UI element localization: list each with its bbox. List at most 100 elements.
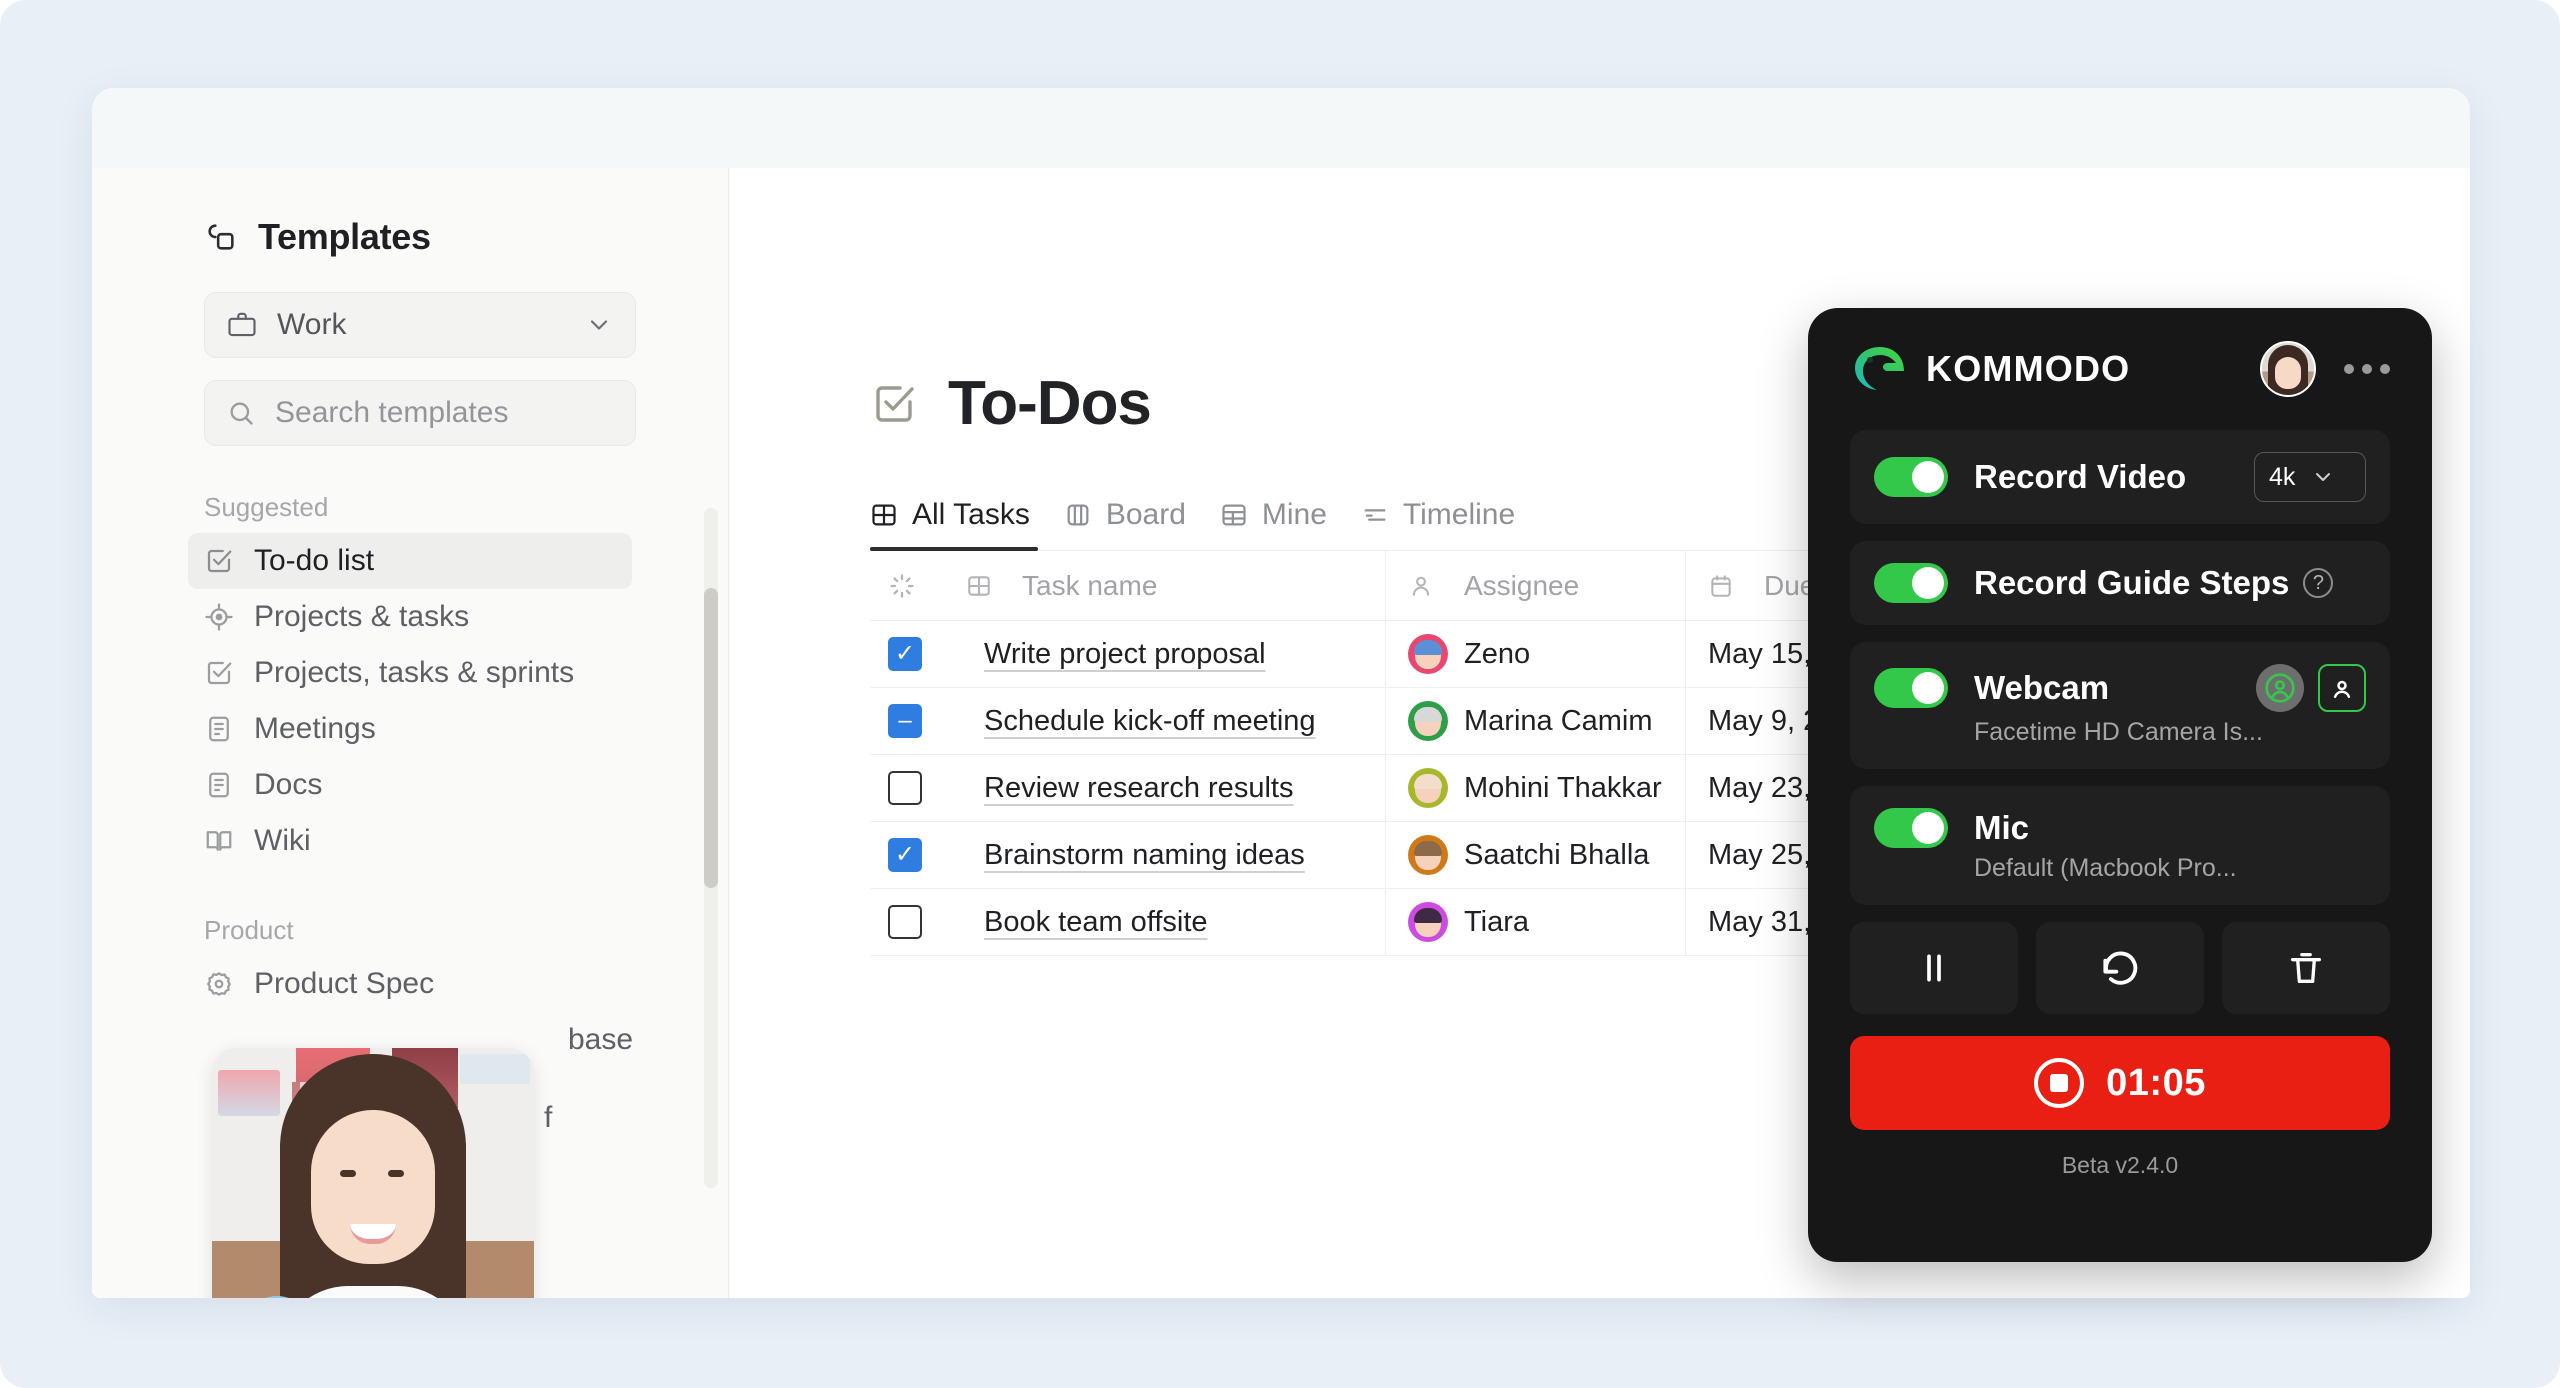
- sidebar-scrollbar-thumb[interactable]: [704, 588, 718, 888]
- setting-label: Record Guide Steps: [1974, 564, 2290, 601]
- row-task-cell[interactable]: Review research results: [966, 755, 1386, 821]
- loading-spinner-icon: [888, 572, 916, 600]
- row-checkbox-cell[interactable]: ✓: [870, 822, 966, 888]
- tab-label: Mine: [1261, 498, 1327, 531]
- recording-timer: 01:05: [2106, 1061, 2206, 1104]
- row-checkbox-cell[interactable]: –: [870, 688, 966, 754]
- tasks-table-header: Task name Assignee Due: [870, 551, 1910, 621]
- row-assignee-cell[interactable]: Mohini Thakkar: [1386, 755, 1686, 821]
- webcam-circle-shape-icon[interactable]: [2256, 664, 2304, 712]
- task-checkbox[interactable]: [888, 771, 922, 805]
- delete-button[interactable]: [2222, 922, 2390, 1014]
- task-checkbox[interactable]: –: [888, 704, 922, 738]
- main-page-title: To-Dos: [948, 369, 1152, 438]
- mic-toggle[interactable]: [1874, 808, 1948, 848]
- table-row[interactable]: Review research results Mohini Thakkar M…: [870, 755, 1910, 822]
- tasks-table: Task name Assignee Due: [870, 551, 1910, 956]
- restart-button[interactable]: [2036, 922, 2204, 1014]
- app-version-label: Beta v2.4.0: [2061, 1152, 2179, 1178]
- pause-button[interactable]: [1850, 922, 2018, 1014]
- sidebar-item-label: Meetings: [254, 712, 376, 745]
- stop-recording-button[interactable]: 01:05: [1850, 1036, 2390, 1130]
- sidebar-item-label: Wiki: [254, 824, 311, 857]
- webcam-square-shape-icon[interactable]: [2318, 664, 2366, 712]
- row-task-cell[interactable]: Schedule kick-off meeting: [966, 688, 1386, 754]
- column-header-assignee[interactable]: Assignee: [1386, 551, 1686, 620]
- sidebar-scrollbar[interactable]: [704, 508, 718, 1188]
- avatar[interactable]: [2260, 341, 2316, 397]
- record-guide-steps-toggle[interactable]: [1874, 563, 1948, 603]
- view-tabs: All Tasks Board Mine: [870, 483, 2370, 551]
- row-task-cell[interactable]: Brainstorm naming ideas: [966, 822, 1386, 888]
- webcam-device-label: Facetime HD Camera Is...: [1974, 718, 2263, 746]
- sidebar-item-to-do-list[interactable]: To-do list: [188, 533, 632, 589]
- row-task-cell[interactable]: Write project proposal: [966, 621, 1386, 687]
- row-assignee-cell[interactable]: Tiara: [1386, 889, 1686, 955]
- column-header-due[interactable]: Due: [1686, 551, 1910, 620]
- task-name-label[interactable]: Write project proposal: [984, 637, 1266, 670]
- row-checkbox-cell[interactable]: [870, 889, 966, 955]
- templates-icon: [204, 220, 238, 254]
- sidebar-item-projects-tasks[interactable]: Projects & tasks: [188, 589, 632, 645]
- tab-label: Timeline: [1402, 498, 1516, 531]
- row-assignee-cell[interactable]: Zeno: [1386, 621, 1686, 687]
- column-header-task-name[interactable]: Task name: [966, 551, 1386, 620]
- table-row[interactable]: ✓ Brainstorm naming ideas Saatchi Bhalla…: [870, 822, 1910, 889]
- row-checkbox-cell[interactable]: [870, 755, 966, 821]
- sidebar-item-wiki[interactable]: Wiki: [188, 813, 632, 869]
- workspace-select[interactable]: Work: [204, 292, 636, 358]
- help-circle-icon[interactable]: ?: [2303, 568, 2334, 598]
- setting-mic: Mic Default (Macbook Pro...: [1850, 786, 2390, 905]
- row-assignee-cell[interactable]: Saatchi Bhalla: [1386, 822, 1686, 888]
- mic-device-label: Default (Macbook Pro...: [1974, 854, 2237, 882]
- avatar: [1408, 768, 1448, 808]
- row-assignee-cell[interactable]: Marina Camim: [1386, 688, 1686, 754]
- sidebar-group-title-product: Product: [204, 915, 294, 945]
- task-name-label[interactable]: Brainstorm naming ideas: [984, 838, 1305, 871]
- task-name-label[interactable]: Schedule kick-off meeting: [984, 704, 1316, 737]
- task-checkbox[interactable]: ✓: [888, 838, 922, 872]
- page-title: Templates: [258, 216, 431, 257]
- avatar: [1408, 835, 1448, 875]
- row-checkbox-cell[interactable]: ✓: [870, 621, 966, 687]
- table-row[interactable]: ✓ Write project proposal Zeno May 15, 20…: [870, 621, 1910, 688]
- webcam-preview-overlay[interactable]: [212, 1048, 534, 1298]
- calendar-icon: [1708, 573, 1734, 599]
- sidebar-item-projects-tasks-sprints[interactable]: Projects, tasks & sprints: [188, 645, 632, 701]
- sidebar-item-product-spec[interactable]: Product Spec: [188, 956, 632, 1012]
- sidebar-item-label: f: [544, 1101, 553, 1134]
- target-icon: [204, 602, 234, 632]
- sidebar-item-obscured-1[interactable]: base: [188, 1012, 633, 1068]
- tab-mine[interactable]: Mine: [1212, 498, 1353, 550]
- document-lines-icon: [204, 770, 234, 800]
- row-task-cell[interactable]: Book team offsite: [966, 889, 1386, 955]
- window-titlebar: [92, 88, 2470, 168]
- task-checkbox[interactable]: [888, 905, 922, 939]
- sidebar-item-label: Product Spec: [254, 967, 435, 1000]
- recorder-controls: [1850, 922, 2390, 1014]
- table-icon: [1220, 501, 1248, 529]
- search-icon: [227, 399, 255, 427]
- sidebar-item-docs[interactable]: Docs: [188, 757, 632, 813]
- column-header-label: Due: [1764, 569, 1816, 601]
- timeline-icon: [1361, 501, 1389, 529]
- table-row[interactable]: – Schedule kick-off meeting Marina Camim…: [870, 688, 1910, 755]
- checkbox-check-icon: [204, 658, 234, 688]
- webcam-toggle[interactable]: [1874, 668, 1948, 708]
- sidebar-item-meetings[interactable]: Meetings: [188, 701, 632, 757]
- task-name-label[interactable]: Review research results: [984, 771, 1294, 804]
- task-name-label[interactable]: Book team offsite: [984, 905, 1208, 938]
- search-templates-field[interactable]: Search templates: [204, 380, 636, 446]
- search-input-placeholder: Search templates: [275, 396, 509, 429]
- video-quality-select[interactable]: 4k: [2254, 452, 2366, 502]
- tab-board[interactable]: Board: [1056, 498, 1212, 550]
- table-row[interactable]: Book team offsite Tiara May 31, 2023: [870, 889, 1910, 956]
- sidebar-item-obscured-2[interactable]: f: [188, 1090, 632, 1146]
- task-checkbox[interactable]: ✓: [888, 637, 922, 671]
- tab-timeline[interactable]: Timeline: [1353, 498, 1541, 550]
- sidebar-item-label: Docs: [254, 768, 323, 801]
- record-video-toggle[interactable]: [1874, 457, 1948, 497]
- tab-all-tasks[interactable]: All Tasks: [870, 498, 1056, 551]
- more-horizontal-icon[interactable]: [2344, 364, 2390, 374]
